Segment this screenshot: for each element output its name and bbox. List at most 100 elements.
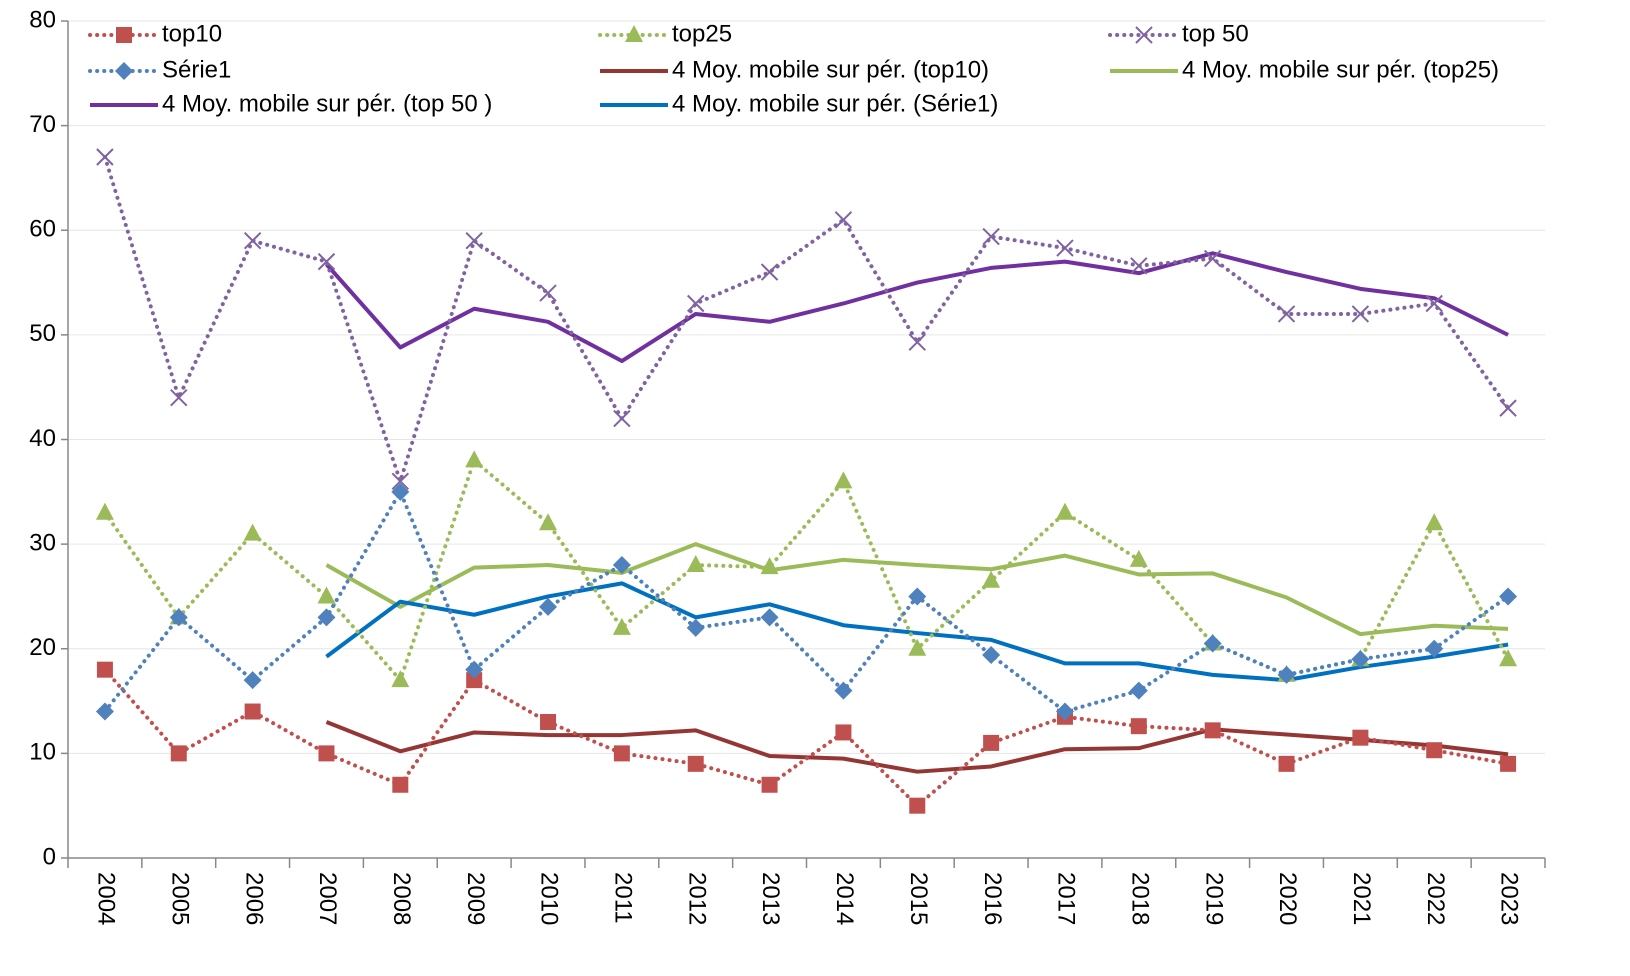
- legend-item: Série1: [88, 56, 231, 83]
- series-line: [102, 667, 1511, 809]
- y-tick-label: 60: [29, 216, 56, 243]
- marker: [760, 557, 779, 575]
- x-tick-label: 2007: [314, 872, 341, 925]
- x-tick-label: 2006: [240, 872, 267, 925]
- marker: [466, 672, 483, 689]
- x-tick-label: 2023: [1496, 872, 1523, 925]
- x-tick-label: 2020: [1274, 872, 1301, 925]
- legend-item: 4 Moy. mobile sur pér. (top10): [600, 56, 989, 83]
- marker: [96, 148, 114, 166]
- x-tick-label: 2009: [462, 872, 489, 925]
- marker: [1277, 665, 1296, 684]
- marker: [909, 797, 926, 814]
- marker: [760, 263, 779, 281]
- x-tick-label: 2017: [1053, 872, 1080, 925]
- series-line: [102, 155, 1511, 488]
- x-tick-label: 2004: [93, 872, 120, 925]
- marker: [834, 211, 853, 229]
- marker: [95, 702, 114, 721]
- marker: [465, 232, 483, 250]
- marker: [613, 745, 630, 762]
- marker: [317, 608, 336, 627]
- marker: [612, 556, 631, 575]
- marker: [625, 25, 643, 42]
- marker: [982, 570, 1001, 588]
- x-tick-label: 2015: [905, 872, 932, 925]
- legend-label: top25: [672, 20, 732, 47]
- marker: [392, 776, 409, 793]
- legend-label: 4 Moy. mobile sur pér. (top10): [672, 56, 989, 83]
- marker: [243, 523, 262, 541]
- marker: [317, 252, 336, 271]
- y-tick-label: 10: [29, 739, 56, 766]
- y-tick-label: 70: [29, 111, 56, 138]
- marker: [1499, 587, 1518, 606]
- y-tick-label: 20: [29, 634, 56, 661]
- marker: [1056, 239, 1074, 257]
- marker: [983, 734, 1000, 751]
- marker: [1135, 26, 1153, 44]
- marker: [1425, 294, 1443, 313]
- marker: [318, 745, 335, 762]
- legend-item: top25: [598, 20, 732, 47]
- marker: [243, 232, 262, 250]
- legend-label: 4 Moy. mobile sur pér. (top25): [1182, 56, 1499, 83]
- marker: [1351, 305, 1370, 323]
- series-line: [325, 542, 1509, 637]
- marker: [834, 681, 853, 700]
- marker: [95, 502, 114, 520]
- marker: [1278, 755, 1295, 772]
- marker: [1203, 634, 1222, 653]
- marker: [1130, 718, 1147, 735]
- x-tick-label: 2013: [757, 872, 784, 925]
- y-tick-label: 0: [43, 843, 56, 870]
- marker: [317, 586, 336, 604]
- y-tick-label: 40: [29, 425, 56, 452]
- legend-item: 4 Moy. mobile sur pér. (top 50 ): [90, 90, 492, 117]
- marker: [760, 608, 779, 627]
- marker: [1426, 742, 1443, 759]
- marker: [687, 294, 705, 313]
- marker: [1055, 502, 1074, 520]
- legend-label: top 50: [1182, 20, 1249, 47]
- marker: [465, 660, 484, 679]
- legend-label: 4 Moy. mobile sur pér. (top 50 ): [162, 90, 492, 117]
- marker: [170, 388, 188, 407]
- marker: [1351, 650, 1370, 669]
- marker: [391, 482, 410, 501]
- legend-label: 4 Moy. mobile sur pér. (Série1): [672, 90, 998, 117]
- marker: [243, 671, 262, 690]
- x-tick-label: 2018: [1126, 872, 1153, 925]
- marker: [1129, 681, 1148, 700]
- marker: [835, 724, 852, 741]
- marker: [391, 670, 410, 688]
- marker: [1277, 305, 1296, 323]
- marker: [1425, 639, 1444, 658]
- marker: [96, 661, 113, 678]
- marker: [1499, 649, 1518, 667]
- marker: [908, 587, 927, 606]
- marker: [982, 227, 1000, 246]
- marker: [908, 333, 926, 351]
- marker: [391, 472, 410, 491]
- marker: [1055, 702, 1074, 721]
- x-tick-label: 2016: [979, 872, 1006, 925]
- series-line: [325, 720, 1509, 774]
- marker: [1129, 549, 1148, 567]
- legend-label: top10: [162, 20, 222, 47]
- x-tick-label: 2022: [1422, 872, 1449, 925]
- x-tick-label: 2014: [831, 872, 858, 925]
- series-line: [325, 581, 1509, 683]
- marker: [687, 755, 704, 772]
- marker: [465, 450, 484, 468]
- legend-item: top10: [88, 20, 222, 47]
- marker: [540, 713, 557, 730]
- marker: [539, 597, 558, 616]
- marker: [761, 776, 778, 793]
- marker: [539, 284, 557, 302]
- marker: [170, 745, 187, 762]
- marker: [686, 555, 705, 573]
- x-tick-label: 2005: [166, 872, 193, 925]
- marker: [116, 27, 132, 43]
